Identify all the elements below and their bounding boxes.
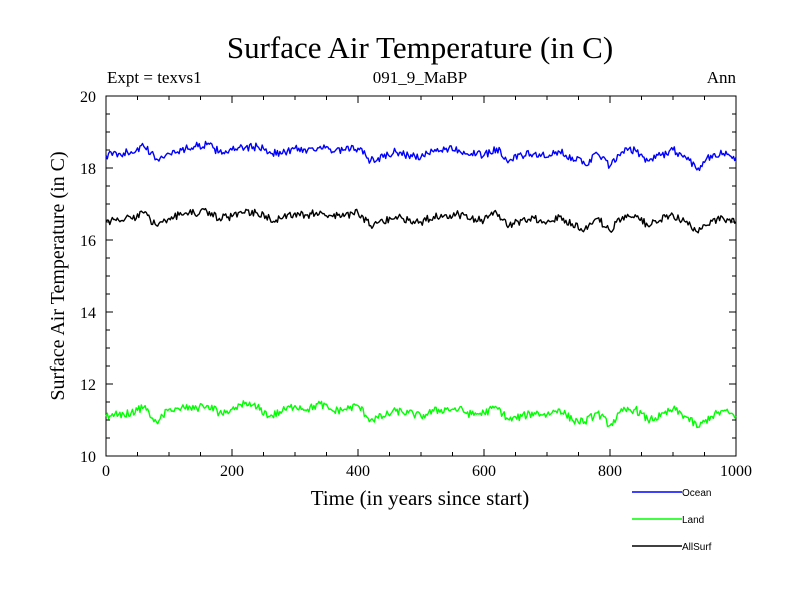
x-tick-label: 400	[346, 463, 370, 480]
y-axis-label: Surface Air Temperature (in C)	[47, 151, 69, 400]
y-tick-label: 10	[80, 449, 96, 466]
legend-label-ocean: Ocean	[682, 488, 711, 499]
plot-frame	[105, 95, 737, 457]
series-line-ocean	[105, 140, 737, 172]
x-tick-label: 200	[220, 463, 244, 480]
y-tick-label: 14	[80, 305, 96, 322]
x-tick-label: 600	[472, 463, 496, 480]
y-tick-label: 16	[80, 233, 96, 250]
series-layer	[105, 140, 737, 429]
experiment-label: Expt = texvs1	[107, 68, 202, 87]
x-axis: 0 200 400 600 800 1000	[102, 96, 752, 480]
legend-label-land: Land	[682, 515, 704, 526]
x-axis-label: Time (in years since start)	[311, 486, 530, 510]
y-axis: 10 12 14 16 18 20	[80, 89, 736, 466]
legend: Ocean Land AllSurf	[632, 488, 712, 553]
legend-label-allsurf: AllSurf	[682, 542, 712, 553]
season-label: Ann	[707, 68, 737, 87]
series-line-allsurf	[105, 207, 737, 234]
series-line-land	[105, 400, 737, 429]
period-label: 091_9_MaBP	[373, 68, 467, 87]
chart-title: Surface Air Temperature (in C)	[227, 30, 613, 65]
y-tick-label: 12	[80, 377, 96, 394]
y-tick-label: 20	[80, 89, 96, 106]
x-tick-label: 0	[102, 463, 110, 480]
x-tick-label: 800	[598, 463, 622, 480]
x-tick-label: 1000	[720, 463, 752, 480]
y-tick-label: 18	[80, 161, 96, 178]
